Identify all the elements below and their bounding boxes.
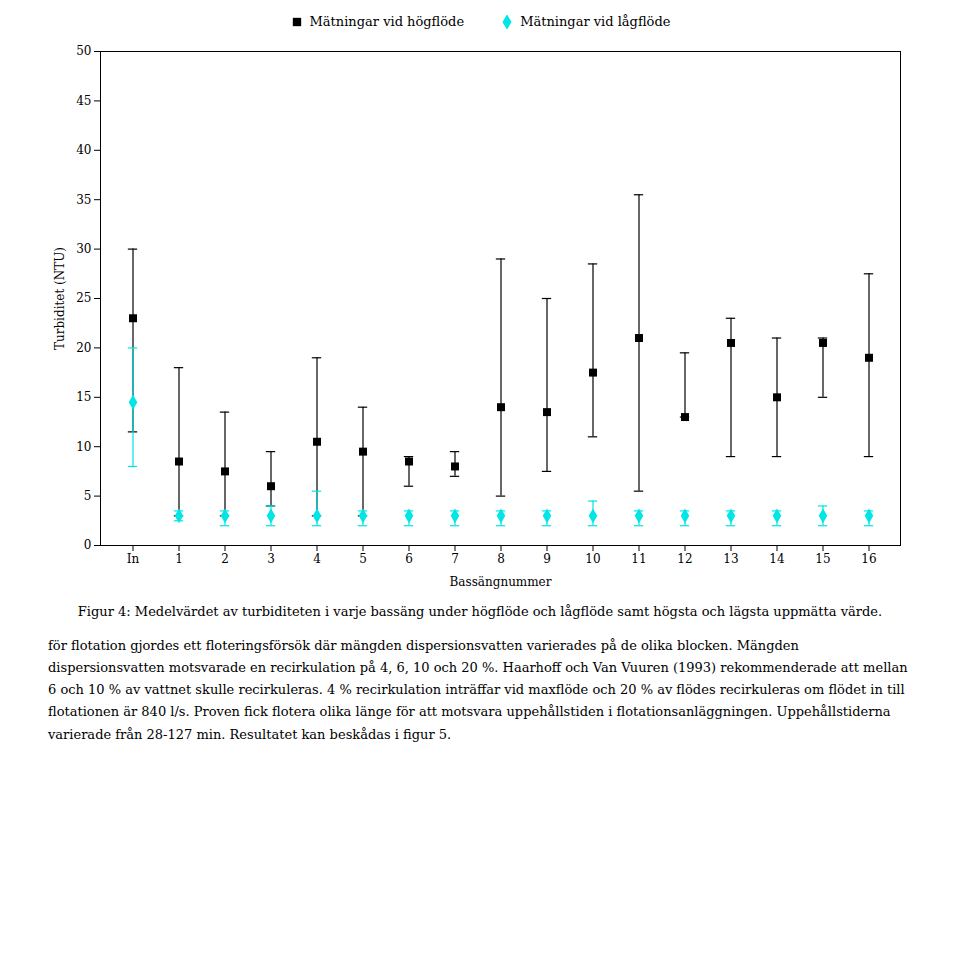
- svg-text:10: 10: [76, 440, 91, 454]
- html-text:Figur 4: Medelvärdet av turbid: Figur 4: Medelvärdet av turbiditeten i v…: [77, 604, 883, 619]
- svg-text:3: 3: [267, 552, 275, 566]
- svg-text:45: 45: [76, 94, 91, 108]
- svg-text:20: 20: [76, 341, 91, 355]
- svg-text:0: 0: [84, 538, 92, 552]
- svg-text:11: 11: [631, 552, 646, 566]
- svg-text:1: 1: [175, 552, 183, 566]
- html-text:Mätningar vid högflöde: Mätningar vid högflöde: [309, 14, 465, 29]
- svg-text:2: 2: [221, 552, 229, 566]
- html-text:Mätningar vid lågflöde: Mätningar vid lågflöde: [520, 14, 671, 29]
- svg-text:16: 16: [861, 552, 876, 566]
- svg-text:6: 6: [405, 552, 413, 566]
- svg-text:14: 14: [769, 552, 785, 566]
- svg-text:15: 15: [815, 552, 830, 566]
- svg-text:40: 40: [76, 143, 91, 157]
- svg-text:13: 13: [723, 552, 738, 566]
- svg-text:30: 30: [76, 242, 91, 256]
- svg-text:5: 5: [359, 552, 367, 566]
- svg-text:15: 15: [76, 390, 91, 404]
- svg-text:35: 35: [76, 193, 91, 207]
- svg-text:10: 10: [585, 552, 600, 566]
- svg-text:9: 9: [543, 552, 551, 566]
- svg-text:4: 4: [313, 552, 321, 566]
- svg-text:7: 7: [451, 552, 459, 566]
- svg-text:Bassängnummer: Bassängnummer: [450, 575, 552, 589]
- svg-text:50: 50: [76, 44, 91, 58]
- svg-text:25: 25: [76, 291, 91, 305]
- svg-text:12: 12: [677, 552, 692, 566]
- svg-text:8: 8: [497, 552, 505, 566]
- html-text:för flotation gjordes ett flot: för flotation gjordes ett floteringsförs…: [48, 638, 908, 742]
- svg-text:5: 5: [84, 489, 92, 503]
- svg-text:Turbiditet (NTU): Turbiditet (NTU): [53, 247, 67, 350]
- svg-text:In: In: [127, 552, 140, 566]
